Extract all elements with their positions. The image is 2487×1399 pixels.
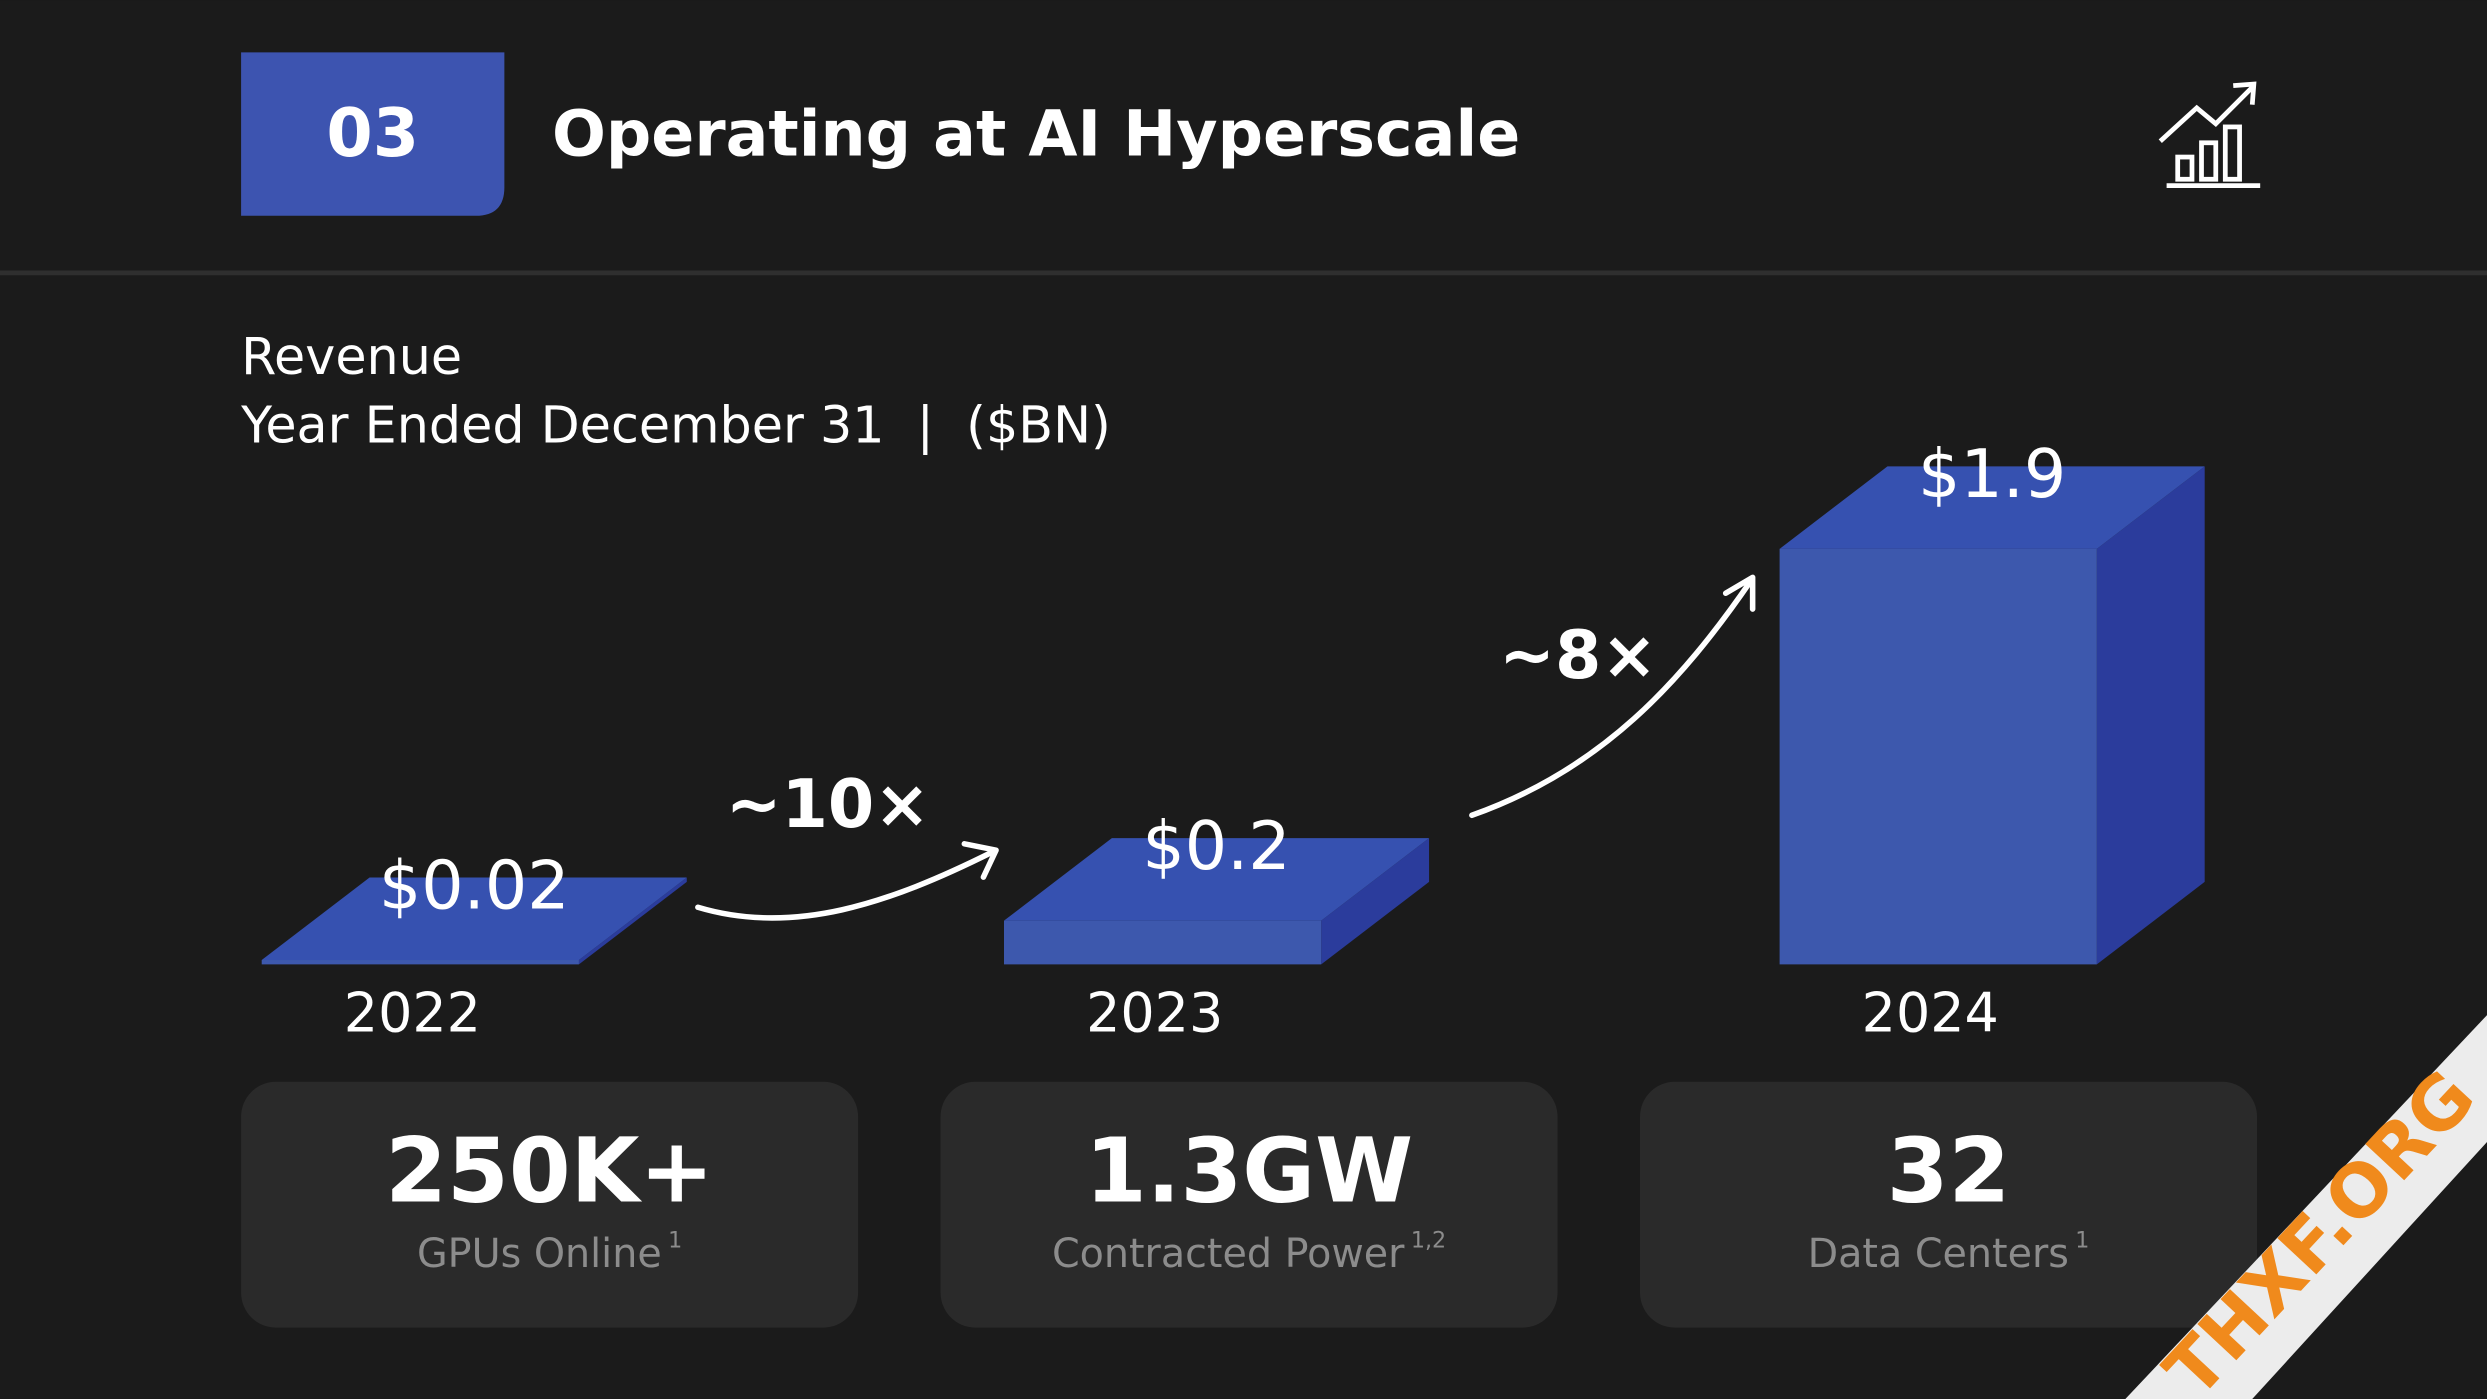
growth-arrow (1469, 577, 1754, 819)
bar-top (261, 877, 687, 961)
value-label: $0.02 (379, 846, 570, 924)
chart-subtitle: Year Ended December 31 | ($BN) (240, 395, 1111, 455)
revenue-chart: $0.02 2022 $0.2 2023 $1.9 2024 ~10× ~8× (261, 435, 2205, 1044)
value-label: $0.2 (1142, 807, 1290, 885)
stat-card (1640, 1081, 2258, 1328)
stat-note: 1 (668, 1227, 682, 1253)
stat-label-line: GPUs Online 1 (417, 1227, 682, 1277)
section-badge (241, 52, 505, 216)
stat-value: 1.3GW (1085, 1119, 1413, 1222)
stat-label-line: Data Centers 1 (1808, 1227, 2090, 1277)
bar-side (1321, 838, 1430, 965)
chart-title: Revenue (241, 327, 462, 386)
section-number: 03 (326, 94, 419, 172)
slide-title: Operating at AI Hyperscale (552, 97, 1520, 171)
arrow-head (961, 841, 999, 880)
stat-note: 1,2 (1411, 1227, 1446, 1253)
growth-annotation: ~8× (1499, 616, 1657, 694)
growth-arrow (695, 848, 996, 921)
stat-label-line: Contracted Power 1,2 (1052, 1227, 1446, 1277)
category-label: 2022 (344, 981, 481, 1044)
stat-label: GPUs Online (417, 1231, 662, 1277)
stat-note: 1 (2075, 1227, 2089, 1253)
stat-label: Data Centers (1808, 1231, 2069, 1277)
value-label: $1.9 (1918, 435, 2066, 513)
bar (1779, 548, 2097, 965)
bar (261, 960, 579, 965)
bar (1003, 920, 1322, 965)
corner-band (2125, 1015, 2487, 1399)
bar-top (1779, 466, 2205, 549)
category-label: 2023 (1086, 981, 1223, 1044)
stat-card (241, 1081, 859, 1328)
stat-value: 32 (1887, 1119, 2011, 1222)
bar-side (578, 877, 687, 965)
arrow-head (1722, 574, 1756, 612)
stat-card (940, 1081, 1558, 1328)
stat-value: 250K+ (385, 1119, 714, 1222)
category-label: 2024 (1862, 981, 1999, 1044)
bar-side (2096, 466, 2205, 965)
bar-top (1003, 838, 1430, 921)
chart-icon (2158, 81, 2261, 188)
stat-label: Contracted Power (1052, 1231, 1405, 1277)
growth-annotation: ~10× (726, 765, 930, 843)
